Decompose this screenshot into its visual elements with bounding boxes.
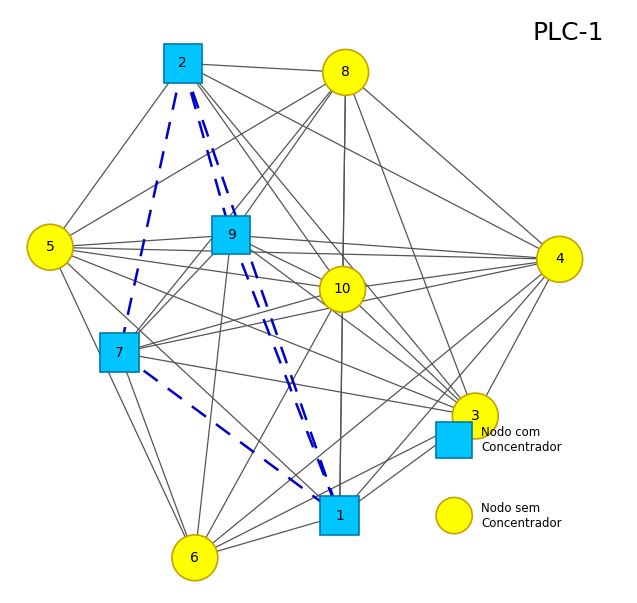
Text: Nodo com
Concentrador: Nodo com Concentrador: [482, 426, 562, 454]
Text: 7: 7: [115, 346, 124, 360]
FancyBboxPatch shape: [164, 44, 202, 83]
Text: 1: 1: [335, 508, 344, 523]
Text: PLC-1: PLC-1: [533, 21, 605, 45]
Circle shape: [323, 49, 369, 95]
Text: 6: 6: [190, 551, 199, 565]
Circle shape: [436, 497, 472, 534]
Circle shape: [320, 267, 366, 312]
FancyBboxPatch shape: [100, 333, 139, 372]
Circle shape: [27, 224, 73, 270]
FancyBboxPatch shape: [320, 496, 359, 535]
Text: 5: 5: [46, 240, 55, 254]
Text: 8: 8: [341, 65, 350, 80]
Text: Nodo sem
Concentrador: Nodo sem Concentrador: [482, 502, 562, 529]
Text: 3: 3: [471, 409, 480, 423]
Circle shape: [172, 535, 218, 581]
Circle shape: [452, 393, 498, 439]
Circle shape: [537, 236, 583, 282]
Text: 2: 2: [178, 56, 187, 71]
FancyBboxPatch shape: [211, 216, 250, 254]
Text: 10: 10: [334, 282, 352, 297]
Text: 9: 9: [227, 228, 236, 242]
Text: 4: 4: [555, 252, 564, 267]
FancyBboxPatch shape: [436, 422, 472, 458]
